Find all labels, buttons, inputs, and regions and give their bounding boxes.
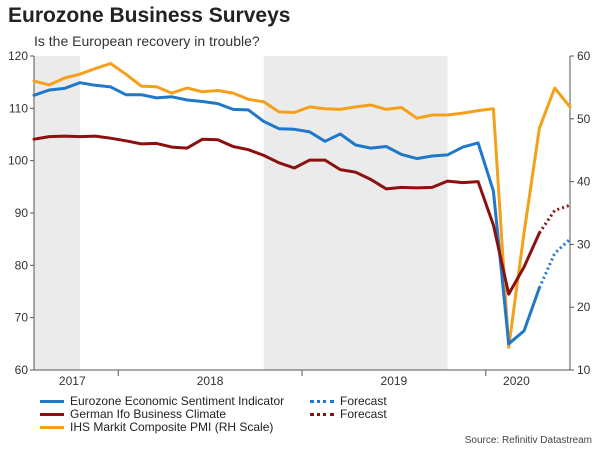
source-note: Source: Refinitiv Datastream	[464, 435, 592, 446]
right-tick-label-1: 20	[577, 300, 591, 314]
left-tick-label-1: 70	[15, 311, 29, 325]
shaded-period-0	[34, 56, 80, 370]
shaded-period-1	[263, 56, 448, 370]
legend-entry-pmi: IHS Markit Composite PMI (RH Scale)	[40, 420, 273, 434]
left-tick-label-5: 110	[9, 101, 28, 115]
left-tick-label-6: 120	[8, 49, 28, 63]
x-tick-label-2: 2019	[381, 374, 408, 388]
right-tick-label-3: 40	[577, 175, 591, 189]
left-tick-label-0: 60	[15, 363, 29, 377]
series-forecast-line-0	[538, 238, 572, 289]
right-tick-label-0: 10	[577, 363, 591, 377]
legend-label-esi: Eurozone Economic Sentiment Indicator	[70, 394, 285, 408]
series-line-1	[32, 134, 541, 296]
x-tick-label-1: 2018	[197, 374, 224, 388]
chart-subtitle: Is the European recovery in trouble?	[34, 33, 260, 49]
right-tick-label-2: 30	[577, 237, 591, 251]
legend-swatch-esi-forecast	[310, 399, 334, 403]
series-line-2	[32, 62, 572, 349]
x-tick-label-0: 2017	[59, 374, 86, 388]
legend-swatch-ifo	[40, 412, 64, 416]
legend-label-ifo: German Ifo Business Climate	[70, 407, 227, 421]
legend-entry-esi-forecast: Forecast	[310, 394, 387, 408]
legend-swatch-pmi	[40, 425, 64, 429]
right-tick-label-4: 50	[577, 112, 591, 126]
legend-entry-esi: Eurozone Economic Sentiment Indicator	[40, 394, 284, 408]
legend-label-ifo-forecast: Forecast	[340, 407, 387, 421]
series-line-0	[32, 81, 541, 346]
left-tick-label-4: 100	[8, 154, 28, 168]
legend-entry-ifo: German Ifo Business Climate	[40, 407, 226, 421]
legend-entry-ifo-forecast: Forecast	[310, 407, 387, 421]
left-tick-label-2: 80	[15, 258, 29, 272]
right-tick-label-5: 60	[577, 49, 591, 63]
legend-swatch-esi	[40, 399, 64, 403]
series-forecast-line-1	[538, 203, 571, 234]
left-tick-label-3: 90	[15, 206, 29, 220]
legend-label-esi-forecast: Forecast	[340, 394, 387, 408]
x-tick-label-3: 2020	[503, 374, 530, 388]
legend-swatch-ifo-forecast	[310, 412, 334, 416]
legend-label-pmi: IHS Markit Composite PMI (RH Scale)	[70, 420, 274, 434]
chart-title: Eurozone Business Surveys	[8, 4, 291, 27]
